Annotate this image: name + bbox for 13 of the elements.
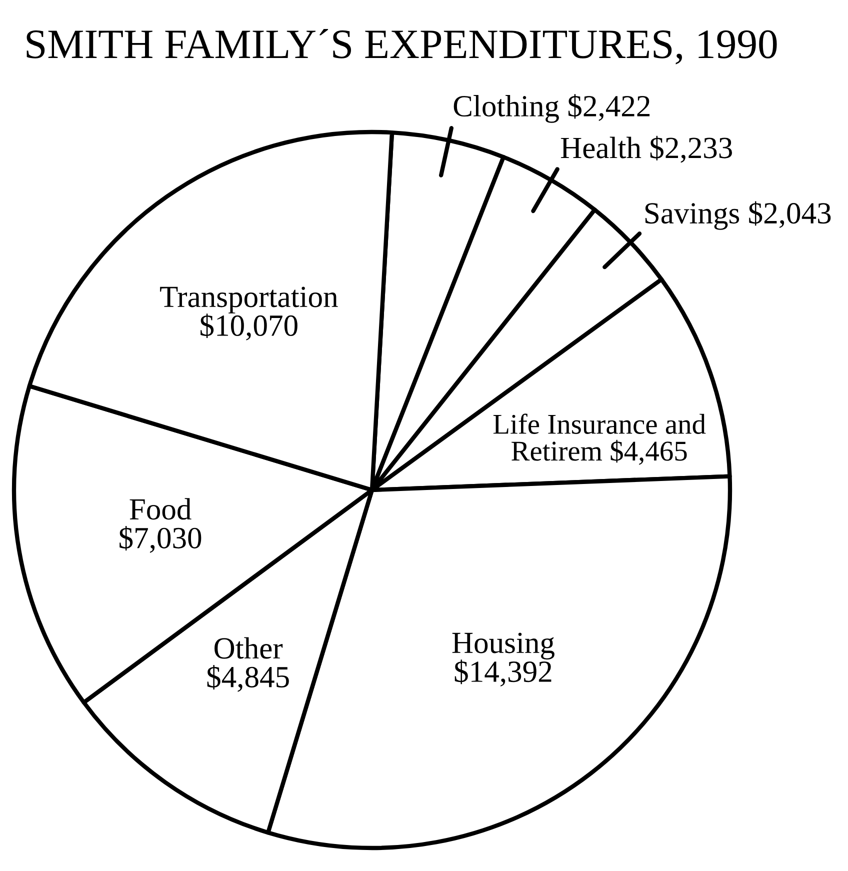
chart-title: SMITH FAMILY´S EXPENDITURES, 1990: [26, 29, 777, 64]
data-label: $10,070: [200, 314, 298, 340]
slice-label: Transportation: [160, 286, 338, 314]
data-label: $7,030: [120, 526, 202, 553]
slice-label: Housing: [452, 632, 554, 660]
data-label: $14,392: [454, 660, 552, 686]
slice-label: Clothing $2,422: [454, 94, 650, 123]
data-label: $4,845: [207, 665, 289, 692]
slice-label: Other: [214, 637, 283, 659]
slice-label: Life Insurance and Retirem $4,465: [493, 414, 706, 465]
slice-label: Savings $2,043: [645, 201, 831, 230]
slice-label: Food: [130, 498, 192, 520]
slice-label: Health $2,233: [560, 136, 732, 163]
